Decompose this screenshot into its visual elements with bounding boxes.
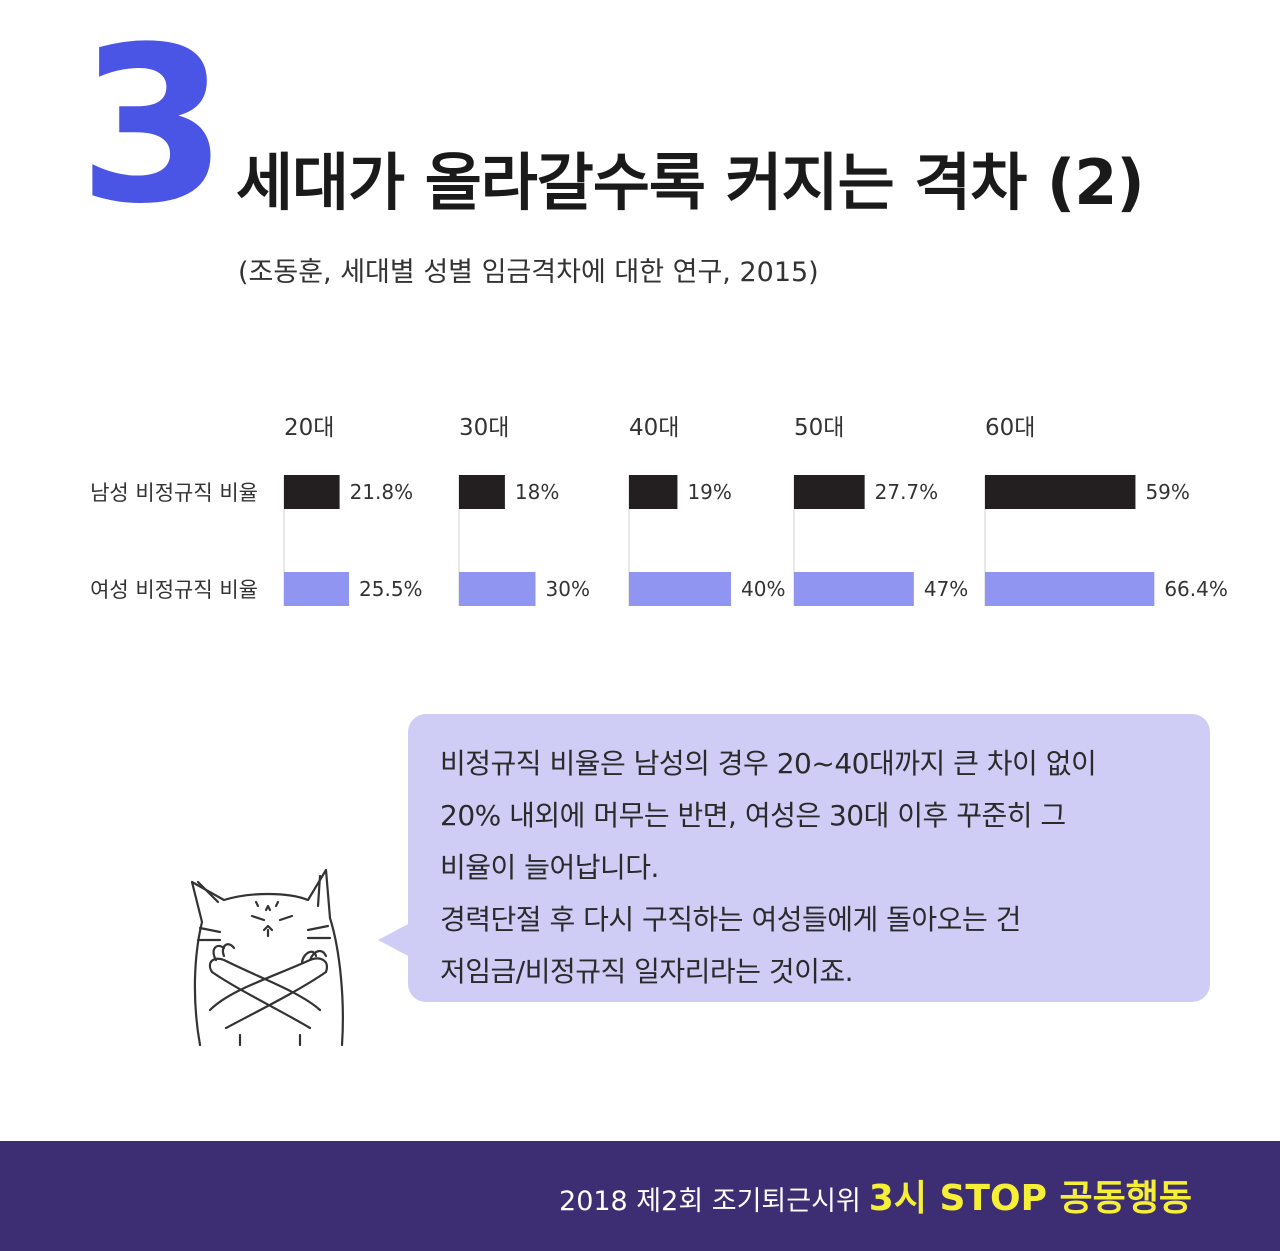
bar	[985, 572, 1155, 606]
data-label: 66.4%	[1164, 577, 1228, 601]
data-label: 19%	[687, 480, 731, 504]
speech-bubble-tail	[378, 922, 412, 958]
data-label: 25.5%	[359, 577, 423, 601]
footer-label: 2018 제2회 조기퇴근시위	[559, 1186, 861, 1217]
footer-bar: 2018 제2회 조기퇴근시위 3시 STOP 공동행동	[0, 1141, 1280, 1251]
bubble-text: 비정규직 비율은 남성의 경우 20~40대까지 큰 차이 없이 20% 내외에…	[440, 738, 1097, 998]
bar	[284, 475, 340, 509]
page-title: 세대가 올라갈수록 커지는 격차 (2)	[236, 146, 1145, 219]
bubble-line: 20% 내외에 머무는 반면, 여성은 30대 이후 꾸준히 그	[440, 799, 1066, 832]
bar	[794, 572, 914, 606]
bar	[459, 572, 536, 606]
data-label: 47%	[924, 577, 968, 601]
cat-illustration	[190, 868, 344, 1047]
bar	[629, 475, 678, 509]
bar	[985, 475, 1136, 509]
data-label: 27.7%	[875, 480, 939, 504]
category-label: 40대	[629, 415, 679, 441]
bubble-line: 저임금/비정규직 일자리라는 것이죠.	[440, 955, 854, 988]
category-label: 60대	[985, 415, 1035, 441]
bar	[629, 572, 731, 606]
footer-text: 2018 제2회 조기퇴근시위 3시 STOP 공동행동	[559, 1169, 1192, 1221]
page-subtitle: (조동훈, 세대별 성별 임금격차에 대한 연구, 2015)	[238, 257, 819, 288]
bar	[459, 475, 505, 509]
category-label: 30대	[459, 415, 509, 441]
bar	[284, 572, 350, 606]
speech-bubble	[408, 714, 1210, 1002]
section-number: 3	[78, 0, 228, 251]
bubble-line: 비정규직 비율은 남성의 경우 20~40대까지 큰 차이 없이	[440, 747, 1097, 780]
bubble-line: 비율이 늘어납니다.	[440, 851, 659, 884]
data-label: 59%	[1145, 480, 1189, 504]
category-label: 20대	[284, 415, 334, 441]
footer-highlight: 3시 STOP 공동행동	[868, 1178, 1192, 1219]
series-label: 여성 비정규직 비율	[90, 578, 258, 602]
data-label: 21.8%	[350, 480, 414, 504]
bubble-line: 경력단절 후 다시 구직하는 여성들에게 돌아오는 건	[440, 903, 1021, 936]
category-label: 50대	[794, 415, 844, 441]
data-label: 30%	[546, 577, 590, 601]
series-label: 남성 비정규직 비율	[90, 481, 258, 505]
data-label: 18%	[515, 480, 559, 504]
bar	[794, 475, 865, 509]
data-label: 40%	[741, 577, 785, 601]
